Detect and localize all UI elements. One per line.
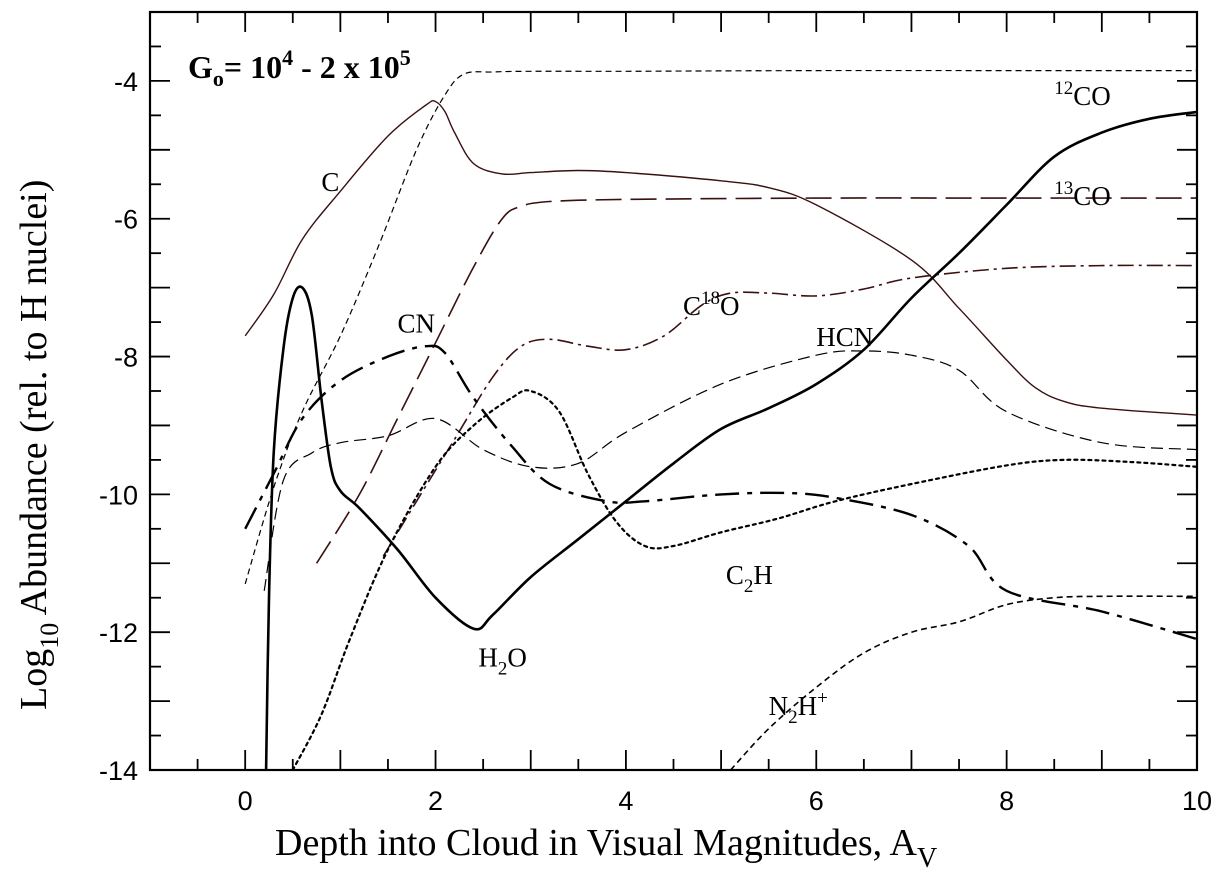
x-axis-title-sub: V (917, 843, 937, 874)
header-label: Go= 104 - 2 x 105 (188, 45, 411, 91)
x-axis-title: Depth into Cloud in Visual Magnitudes, A… (275, 822, 937, 874)
x-tick-label: 4 (618, 786, 633, 816)
y-tick-label: -12 (99, 618, 138, 648)
header-sub: o (213, 66, 224, 91)
x-axis-title-main: Depth into Cloud in Visual Magnitudes, A (275, 822, 918, 864)
y-axis-title: Log10 Abundance (rel. to H nuclei) (13, 180, 64, 710)
series-h2o-line (264, 110, 1197, 770)
label-13co: 13CO (1054, 178, 1111, 211)
label-cn: CN (397, 308, 435, 338)
series-12co-line (244, 69, 1197, 585)
y-axis-title-sub: 10 (35, 623, 64, 649)
y-tick-label: -14 (99, 756, 138, 786)
series-c-line (244, 99, 1197, 416)
x-tick-label: 2 (428, 786, 443, 816)
y-tick-label: -4 (114, 67, 138, 97)
series-c2h-line (291, 389, 1197, 770)
label-h2o: H2O (478, 643, 527, 680)
label-n2h: N2H+ (769, 688, 828, 728)
series-hcn-line (263, 350, 1197, 591)
label-c18o: C18O (683, 288, 740, 321)
x-tick-label: 0 (238, 786, 253, 816)
header-tail: - 2 x 10 (293, 49, 400, 85)
y-tick-label: -8 (114, 343, 138, 373)
series-c18o-line (382, 264, 1197, 557)
y-tick-label: -6 (114, 205, 138, 235)
tick-labels-layer: 0 2 4 6 8 10 -4 -6 -8 -10 -12 -14 (99, 67, 1212, 816)
label-c2h: C2H (726, 560, 773, 597)
x-tick-label: 6 (809, 786, 824, 816)
header-base: G (188, 49, 213, 85)
header-sup: 4 (282, 45, 293, 70)
series-13co-line (315, 197, 1197, 564)
label-c: C (321, 167, 339, 197)
y-axis-title-pre: Log (13, 649, 55, 710)
y-axis-title-post: Abundance (rel. to H nuclei) (13, 180, 55, 623)
series-cn-line (244, 344, 1197, 641)
x-tick-label: 10 (1182, 786, 1212, 816)
header-sup2: 5 (400, 45, 411, 70)
curves-layer (244, 69, 1197, 770)
x-tick-label: 8 (999, 786, 1014, 816)
series-n2h-line (730, 595, 1197, 770)
curve-labels-layer: 12CO 13CO C C18O CN HCN C2H H2O N2H+ (321, 78, 1110, 728)
y-tick-label: -10 (99, 480, 138, 510)
label-12co: 12CO (1054, 78, 1111, 111)
label-hcn: HCN (816, 322, 873, 352)
header-rest: = 10 (224, 49, 282, 85)
ticks-layer (149, 11, 1198, 771)
